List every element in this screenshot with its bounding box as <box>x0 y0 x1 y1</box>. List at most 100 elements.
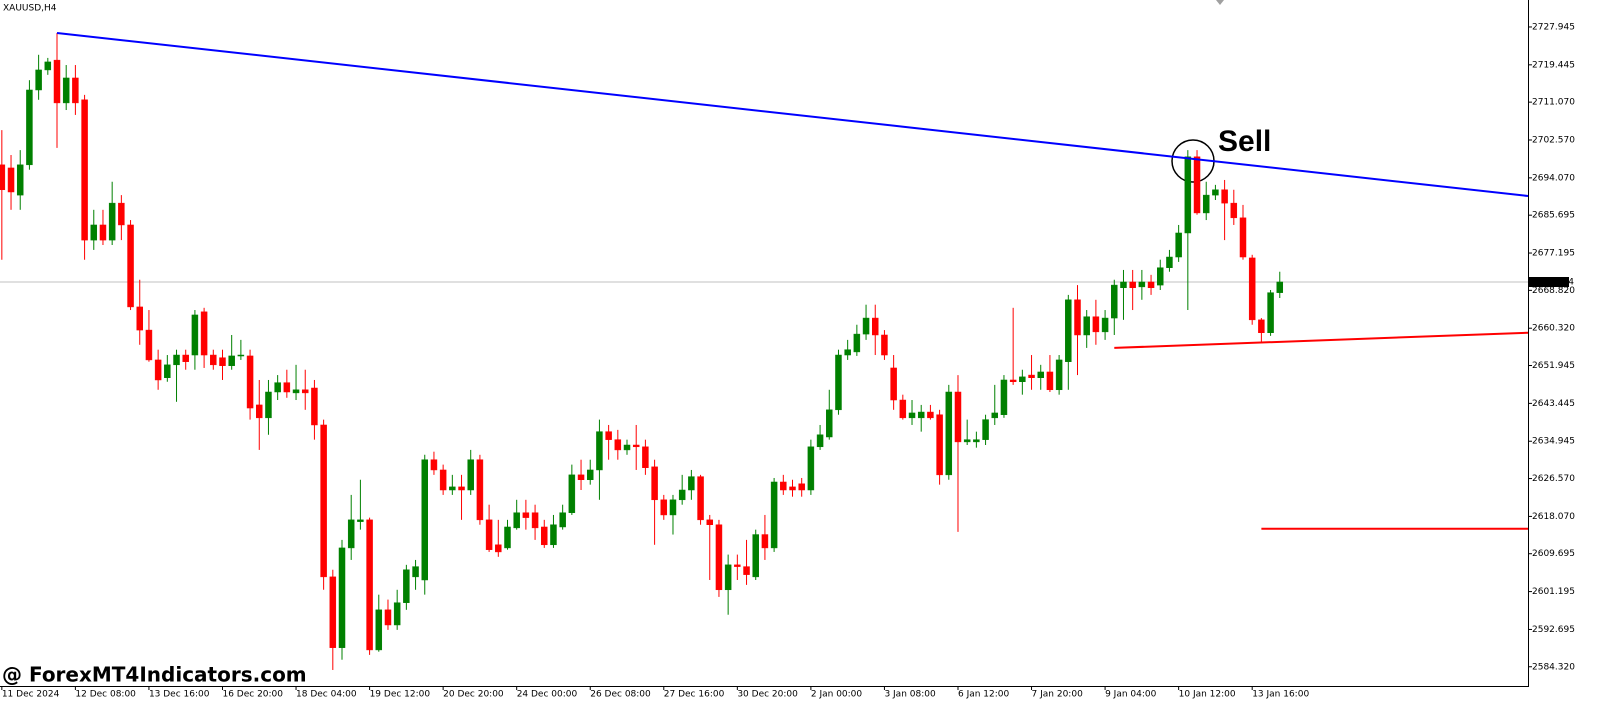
y-tick-label: 2685.695 <box>1532 211 1575 221</box>
x-tick-label: 13 Jan 16:00 <box>1252 690 1309 700</box>
candle-body <box>1083 316 1090 336</box>
y-tick-label: 2702.570 <box>1532 136 1575 146</box>
candle-body <box>522 512 530 518</box>
y-tick-label: 2694.070 <box>1532 173 1575 183</box>
candle-body <box>770 481 778 549</box>
candle-body <box>246 355 254 409</box>
x-tick-label: 9 Jan 04:00 <box>1105 690 1157 700</box>
candle-body <box>1202 194 1210 214</box>
x-tick-label: 30 Dec 20:00 <box>737 690 798 700</box>
candle-body <box>862 317 870 335</box>
candle-body <box>623 444 631 451</box>
candle-body <box>200 311 208 356</box>
candle-body <box>228 355 235 366</box>
y-tick-label: 2592.695 <box>1532 625 1575 635</box>
candle-body <box>568 474 576 513</box>
candle-body <box>1111 284 1118 319</box>
x-tick-label: 7 Jan 20:00 <box>1032 690 1084 700</box>
candles <box>0 31 1529 670</box>
candle-body <box>449 486 456 491</box>
candle-body <box>881 334 888 356</box>
candle-body <box>1019 376 1026 383</box>
candle-body <box>136 306 143 331</box>
x-tick-label: 2 Jan 00:00 <box>811 690 863 700</box>
candle-body <box>357 519 364 522</box>
candle-body <box>743 566 750 575</box>
y-tick-label: 2660.320 <box>1532 324 1575 334</box>
x-tick-label: 19 Dec 12:00 <box>370 690 431 700</box>
candle-body <box>219 357 226 366</box>
candle-body <box>81 99 88 241</box>
candle-body <box>62 77 70 104</box>
candle-body <box>320 424 327 578</box>
candle-body <box>706 519 714 525</box>
candle-body <box>908 412 916 419</box>
candle-body <box>678 489 686 501</box>
candle-body <box>476 459 484 521</box>
candle-body <box>16 164 24 196</box>
candle-body <box>44 61 52 71</box>
candle-body <box>1138 281 1146 288</box>
candle-body <box>384 609 392 626</box>
candle-body <box>927 411 934 419</box>
candle-body <box>586 469 594 481</box>
y-tick-label: 2651.945 <box>1532 361 1575 371</box>
candle-body <box>421 459 429 581</box>
x-tick-label: 16 Dec 20:00 <box>222 690 283 700</box>
candle-body <box>1129 281 1136 289</box>
candle-body <box>724 564 732 591</box>
candle-body <box>26 89 33 166</box>
annotation: Sell <box>1218 125 1271 158</box>
x-tick-label: 18 Dec 04:00 <box>296 690 357 700</box>
candle-body <box>108 202 116 241</box>
candle-body <box>982 419 989 440</box>
candle-body <box>541 526 548 546</box>
candle-body <box>1221 189 1228 204</box>
candle-body <box>1230 202 1238 219</box>
x-tick-label: 12 Dec 08:00 <box>75 690 136 700</box>
candle-body <box>1258 319 1265 334</box>
candle-body <box>210 354 217 366</box>
candle-body <box>118 202 125 226</box>
x-tick-label: 6 Jan 12:00 <box>958 690 1010 700</box>
candle-body <box>844 349 851 356</box>
candle-body <box>734 564 741 567</box>
candle-body <box>945 391 953 476</box>
x-tick-label: 26 Dec 08:00 <box>590 690 651 700</box>
candle-body <box>256 404 263 419</box>
candle-body <box>35 69 42 91</box>
candle-body <box>550 524 557 546</box>
candle-body <box>917 411 925 419</box>
candle-body <box>697 476 704 521</box>
candle-body <box>780 481 787 491</box>
candle-body <box>1184 156 1192 234</box>
candle-body <box>853 333 861 353</box>
trend-line <box>1114 331 1529 349</box>
candle-body <box>559 512 566 528</box>
y-tick-label: 2668.820 <box>1532 286 1575 296</box>
y-tick-label: 2719.445 <box>1532 60 1575 70</box>
x-tick-label: 13 Dec 16:00 <box>149 690 210 700</box>
current-price-label: 2670.694 <box>1531 277 1574 287</box>
y-tick-label: 2643.445 <box>1532 399 1575 409</box>
candle-body <box>504 526 511 549</box>
candle-body <box>347 519 355 549</box>
candle-body <box>789 486 796 491</box>
candle-body <box>173 354 180 366</box>
candle-body <box>513 512 520 529</box>
candle-body <box>835 354 842 411</box>
candle-body <box>1239 217 1247 258</box>
candle-body <box>1046 371 1054 391</box>
x-tick-label: 10 Jan 12:00 <box>1179 690 1236 700</box>
candle-body <box>752 534 759 578</box>
y-tick-label: 2601.195 <box>1532 587 1575 597</box>
candle-body <box>890 367 897 401</box>
candle-body <box>1193 156 1201 214</box>
candle-body <box>1065 299 1072 362</box>
candle-body <box>973 439 980 443</box>
candle-body <box>596 431 603 471</box>
candle-body <box>991 412 999 419</box>
candle-body <box>1267 292 1274 334</box>
candle-body <box>485 519 493 550</box>
